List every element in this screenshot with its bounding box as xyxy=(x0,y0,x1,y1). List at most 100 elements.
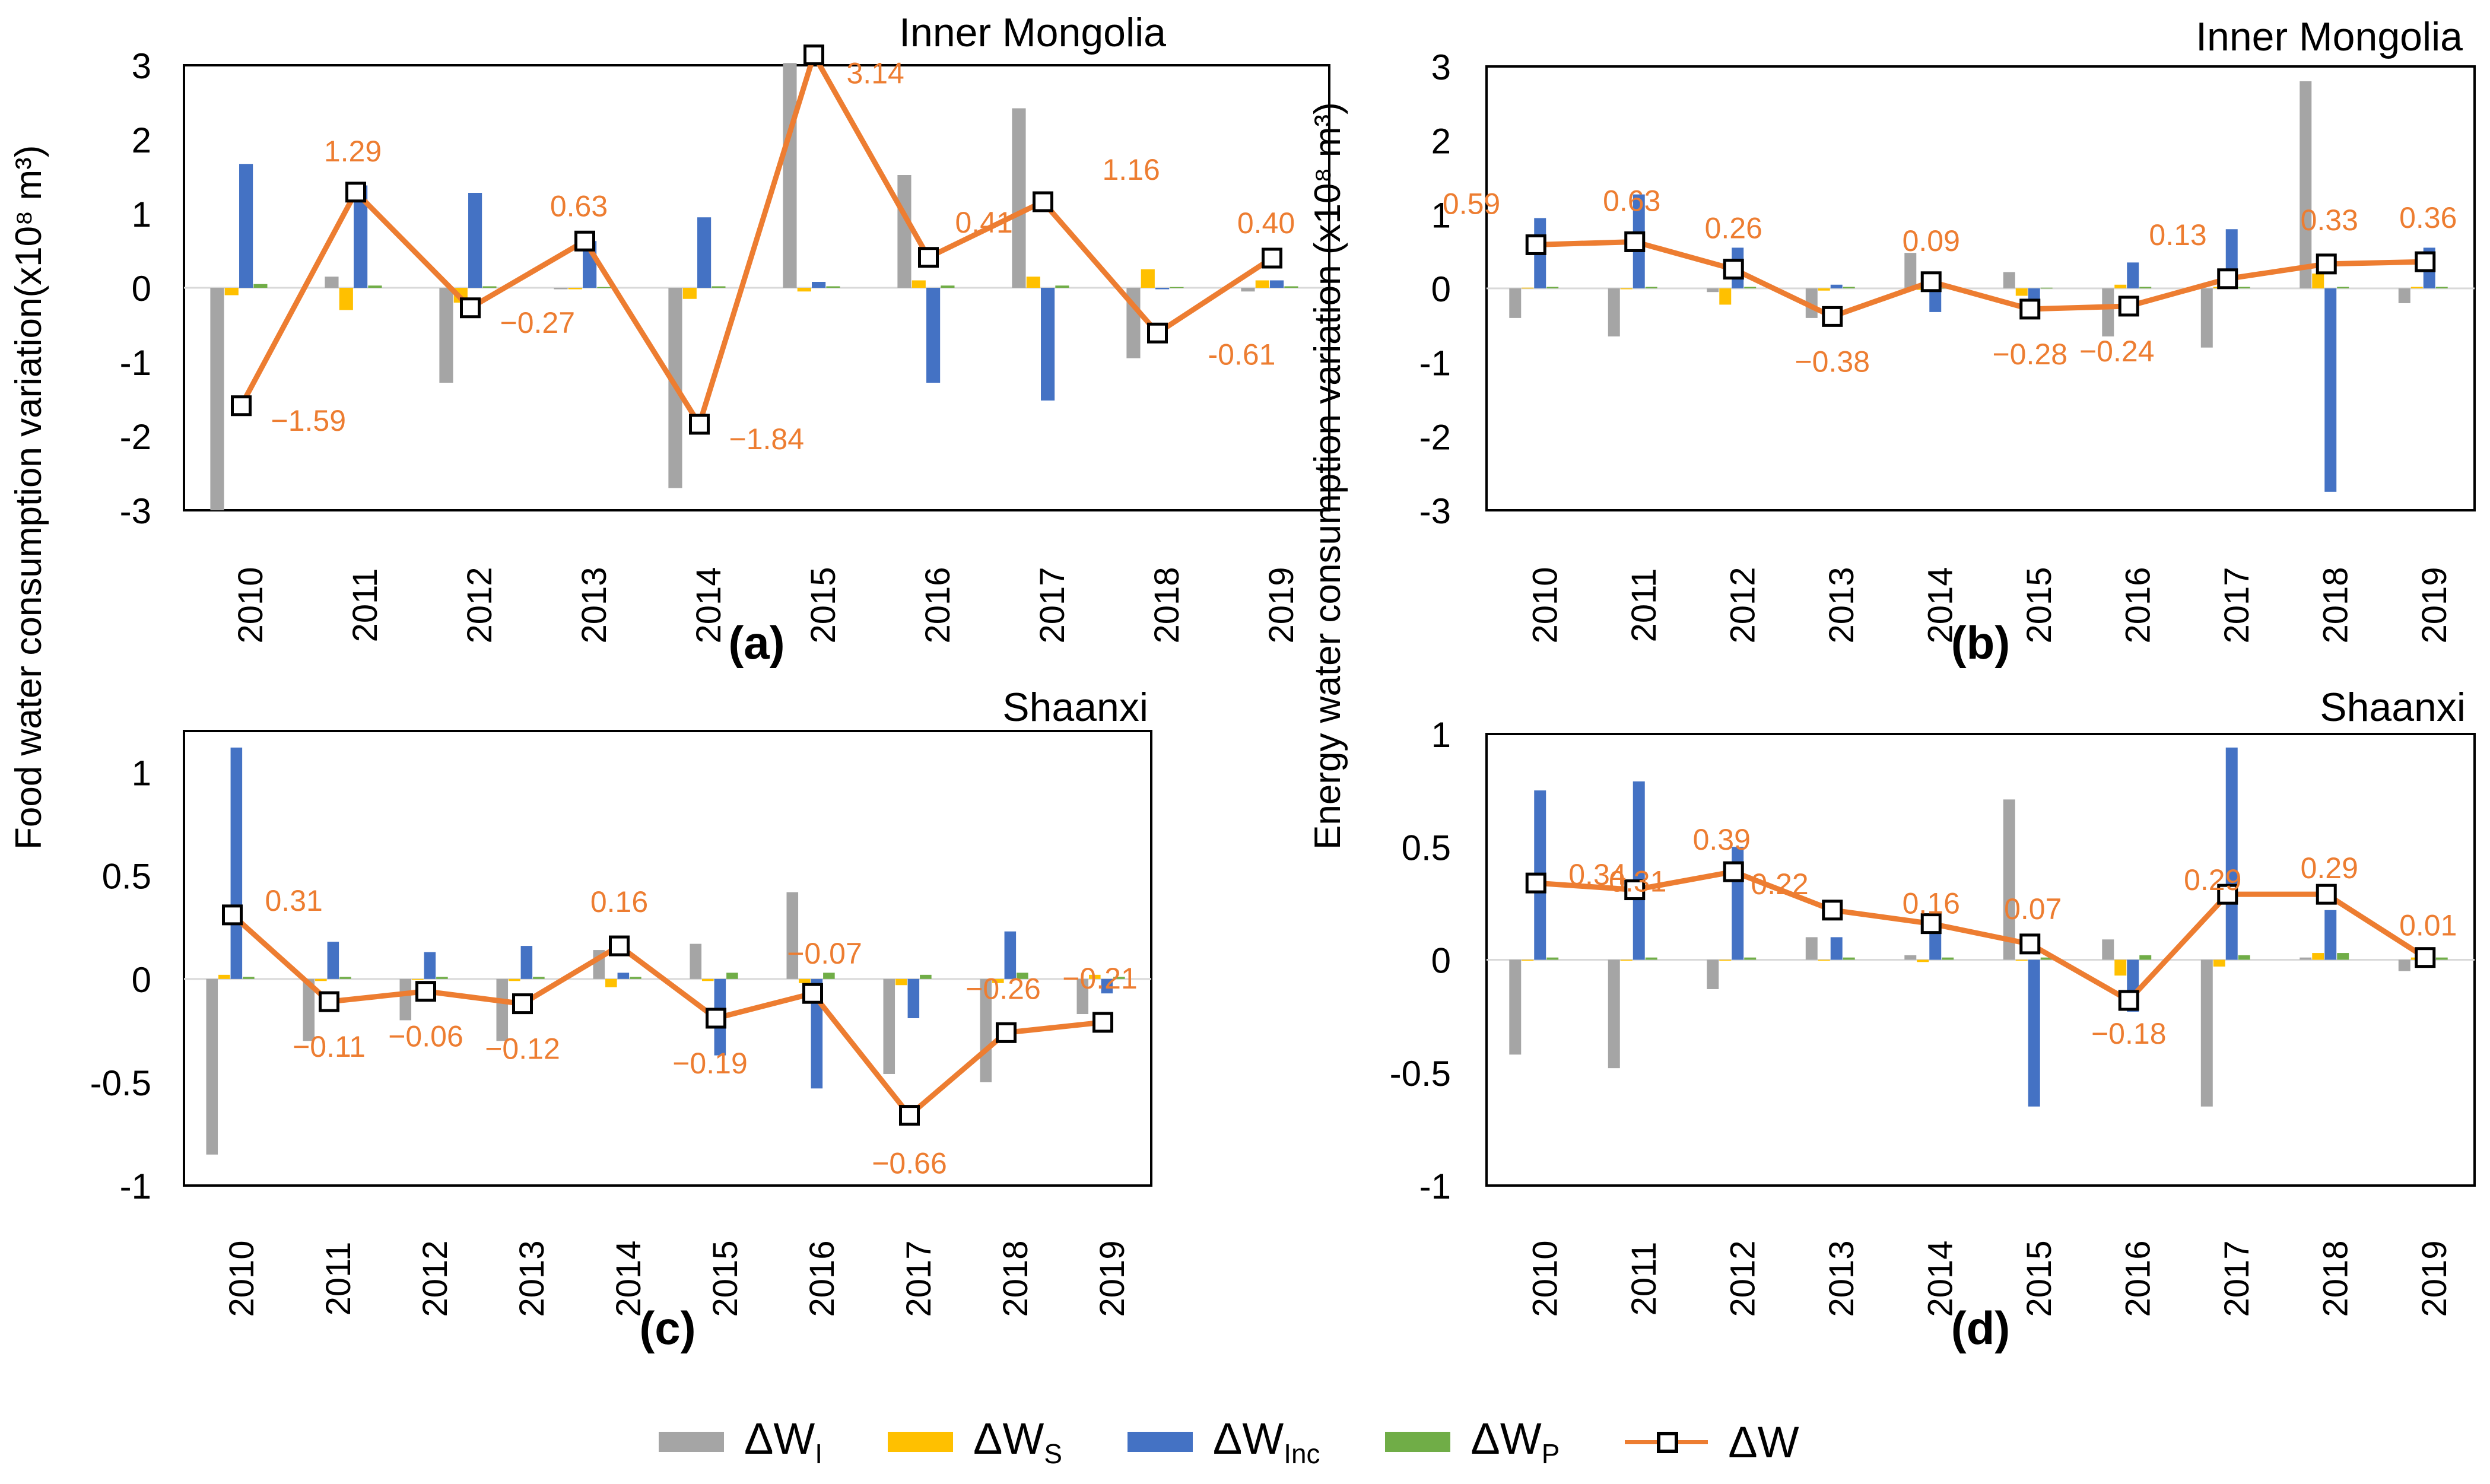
bar-dw-i xyxy=(783,63,797,288)
y-tick-label: -3 xyxy=(120,491,151,531)
bar-dw-p xyxy=(2040,287,2053,289)
bar-dw-i xyxy=(786,892,799,979)
bar-dw-p xyxy=(1843,957,1855,960)
data-label: 0.36 xyxy=(2399,201,2457,234)
bar-dw-p xyxy=(1017,973,1028,979)
bar-dw-i xyxy=(2200,959,2213,1107)
dw-marker xyxy=(512,993,533,1015)
data-label: 1.16 xyxy=(1103,153,1160,186)
dw-marker xyxy=(1624,231,1646,252)
x-tick-label: 2017 xyxy=(2218,1240,2256,1317)
bar-dw-inc xyxy=(1633,781,1645,960)
bar-dw-inc xyxy=(1929,930,1942,960)
x-tick-label: 2015 xyxy=(706,1240,745,1317)
legend: ΔWI ΔWS ΔWInc ΔWP ΔW xyxy=(659,1414,1799,1470)
bar-dw-s xyxy=(412,978,424,980)
dw-marker xyxy=(609,935,630,957)
bar-dw-s xyxy=(2213,959,2225,967)
y-tick-label: 0 xyxy=(132,960,151,1000)
bar-dw-s xyxy=(2410,287,2423,288)
bar-dw-s xyxy=(1620,959,1633,961)
bar-dw-i xyxy=(1012,108,1026,288)
bar-dw-i xyxy=(1904,253,1917,288)
x-tick-label: 2016 xyxy=(803,1240,841,1317)
bar-dw-p xyxy=(482,286,497,288)
bar-dw-s xyxy=(568,288,582,290)
bar-dw-inc xyxy=(1270,280,1284,288)
data-label: 0.41 xyxy=(955,206,1013,239)
bar-dw-s xyxy=(1818,959,1830,961)
bar-dw-p xyxy=(823,973,835,979)
bar-dw-p xyxy=(1284,286,1298,288)
data-label: 0.39 xyxy=(1693,823,1751,856)
bar-dw-i xyxy=(1707,959,1719,989)
x-tick-label: 2017 xyxy=(900,1240,938,1317)
bar-dw-s xyxy=(682,288,697,299)
x-tick-label: 2018 xyxy=(2317,567,2355,643)
bar-dw-s xyxy=(895,978,907,986)
bar-dw-s xyxy=(315,978,327,981)
bar-dw-inc xyxy=(617,973,630,979)
bar-dw-p xyxy=(2238,955,2250,960)
y-tick-label: 3 xyxy=(132,46,151,86)
chart-title: Shaanxi xyxy=(2320,685,2466,730)
dw-marker xyxy=(2316,884,2337,905)
x-tick-label: 2012 xyxy=(1724,1240,1762,1317)
bar-dw-s xyxy=(1917,959,1929,962)
data-label: 0.29 xyxy=(2184,863,2241,897)
y-tick-label: 0 xyxy=(132,269,151,309)
bar-dw-inc xyxy=(1830,284,1843,288)
legend-label-dw-s: ΔWS xyxy=(973,1414,1062,1470)
bar-dw-p xyxy=(2337,953,2349,960)
x-tick-label: 2019 xyxy=(1093,1240,1132,1317)
data-label: −0.07 xyxy=(787,937,862,970)
dw-marker xyxy=(1624,879,1646,901)
y-axis-label-food: Food water consumption variation(x10⁸ m³… xyxy=(8,145,49,850)
dw-marker xyxy=(1147,322,1168,344)
bar-dw-p xyxy=(1546,287,1559,288)
bar-dw-inc xyxy=(239,164,253,288)
bar-dw-i xyxy=(1608,288,1620,337)
legend-label-dw-i: ΔWI xyxy=(744,1414,823,1470)
data-label: 0.13 xyxy=(2149,218,2206,252)
x-tick-label: 2019 xyxy=(2415,1240,2454,1317)
data-label: −0.19 xyxy=(672,1047,748,1080)
bar-dw-inc xyxy=(1101,978,1113,994)
bar-dw-s xyxy=(509,978,520,981)
bar-dw-inc xyxy=(354,185,368,288)
y-tick-label: -1 xyxy=(120,343,151,383)
dw-marker xyxy=(706,1008,726,1029)
dw-marker xyxy=(2415,251,2436,272)
dw-marker xyxy=(1723,861,1744,882)
bar-dw-i xyxy=(2300,957,2312,960)
bar-dw-inc xyxy=(926,288,941,383)
data-label: 0.09 xyxy=(1903,224,1960,258)
dw-marker xyxy=(1822,900,1843,921)
bar-dw-inc xyxy=(2324,910,2337,960)
data-label: 0.26 xyxy=(1705,212,1762,245)
bar-dw-inc xyxy=(327,942,339,979)
bar-dw-s xyxy=(2015,288,2028,296)
bar-dw-s xyxy=(1026,277,1040,288)
data-label: 0.59 xyxy=(1443,187,1500,220)
dw-marker xyxy=(415,981,436,1002)
bar-dw-p xyxy=(712,286,726,288)
x-tick-label: 2012 xyxy=(416,1240,455,1317)
data-label: −0.18 xyxy=(2091,1017,2167,1050)
dw-marker xyxy=(2019,933,2041,955)
dw-marker xyxy=(1920,913,1942,935)
x-tick-label: 2016 xyxy=(2119,1240,2158,1317)
bar-dw-p xyxy=(941,285,955,288)
bar-dw-i xyxy=(1509,288,1522,318)
bar-dw-i xyxy=(325,277,339,288)
bar-dw-s xyxy=(1719,959,1732,961)
bar-dw-p xyxy=(1744,957,1757,960)
x-tick-label: 2013 xyxy=(575,567,614,643)
bar-dw-s xyxy=(1719,288,1732,305)
legend-swatch-dw xyxy=(1625,1430,1708,1454)
bar-dw-s xyxy=(992,978,1004,983)
data-label: −0.26 xyxy=(965,972,1041,1005)
chart-title: Inner Mongolia xyxy=(2196,14,2463,59)
dw-marker xyxy=(460,297,481,319)
data-label: 3.14 xyxy=(847,57,904,90)
